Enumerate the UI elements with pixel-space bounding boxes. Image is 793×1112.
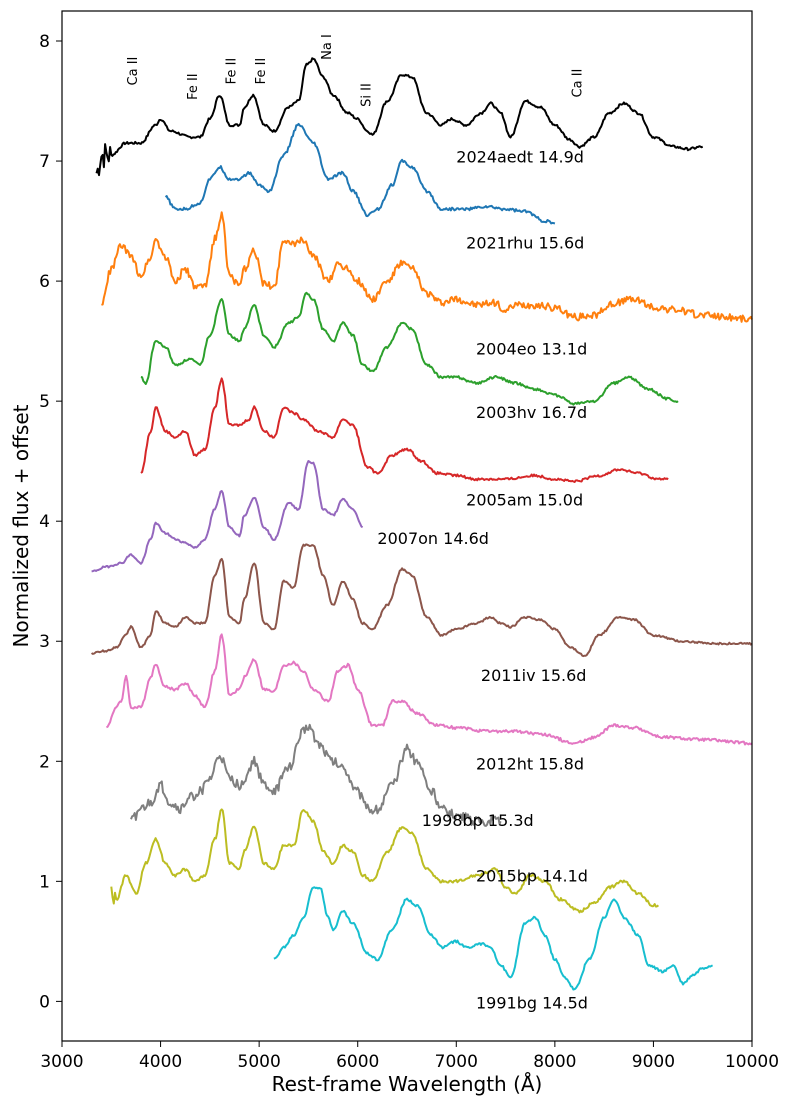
- x-tick-label: 9000: [632, 1052, 675, 1072]
- x-tick-label: 8000: [533, 1052, 576, 1072]
- series-line-2004eo: [101, 211, 753, 323]
- series-line-2007on: [91, 460, 364, 573]
- x-tick-label: 3000: [40, 1052, 83, 1072]
- line-id-label: Ca II: [570, 69, 585, 98]
- y-tick-label: 6: [39, 272, 50, 292]
- series-label-2007on: 2007on 14.6d: [377, 529, 489, 548]
- series-label-layer: 2024aedt 14.9d 2021rhu 15.6d 2004eo 13.1d 2…: [377, 147, 587, 1012]
- line-id-label: Fe II: [186, 73, 201, 100]
- x-axis-title: Rest-frame Wavelength (Å): [272, 1072, 543, 1096]
- line-id-label: Na I: [320, 34, 335, 60]
- series-line-1998bp: [130, 723, 502, 827]
- series-line-1991bg: [273, 886, 714, 991]
- series-label-2024aedt: 2024aedt 14.9d: [456, 147, 584, 166]
- plot-frame: [61, 10, 753, 1042]
- series-label-2005am: 2005am 15.0d: [466, 491, 583, 510]
- series-label-1991bg: 1991bg 14.5d: [476, 994, 588, 1013]
- y-axis-title: Normalized flux + offset: [9, 404, 33, 647]
- series-label-2021rhu: 2021rhu 15.6d: [466, 234, 584, 253]
- series-line-2011iv: [90, 543, 753, 658]
- line-id-label: Ca II: [126, 57, 141, 86]
- y-tick-label: 2: [39, 752, 50, 772]
- series-label-2003hv: 2003hv 16.7d: [476, 403, 587, 422]
- x-tick-label: 4000: [139, 1052, 182, 1072]
- series-line-2015bp: [110, 808, 660, 914]
- y-tick-label: 5: [39, 392, 50, 412]
- series-line-2024aedt: [95, 57, 704, 177]
- line-id-layer: Ca II Fe II Fe II Fe II Na I Si II Ca II: [126, 34, 586, 107]
- y-tick-label: 0: [39, 992, 50, 1012]
- series-label-1998bp: 1998bp 15.3d: [422, 811, 534, 830]
- y-tick-label: 1: [39, 872, 50, 892]
- line-id-label: Si II: [360, 83, 375, 107]
- x-tick-label: 6000: [336, 1052, 379, 1072]
- y-tick-label: 8: [39, 32, 50, 52]
- x-tick-label: 5000: [238, 1052, 281, 1072]
- series-label-2015bp: 2015bp 14.1d: [476, 866, 588, 885]
- series-label-2004eo: 2004eo 13.1d: [476, 339, 587, 358]
- series-label-2012ht: 2012ht 15.8d: [476, 755, 584, 774]
- x-tick-label: 7000: [435, 1052, 478, 1072]
- y-tick-label: 4: [39, 512, 50, 532]
- x-tick-label: 10000: [725, 1052, 779, 1072]
- x-axis: 3000 4000 5000 6000 7000 8000 9000 10000: [40, 1041, 779, 1072]
- series-line-2021rhu: [164, 122, 556, 225]
- y-tick-label: 3: [39, 632, 50, 652]
- series-line-2005am: [140, 377, 669, 483]
- y-tick-label: 7: [39, 152, 50, 172]
- series-line-2003hv: [140, 291, 679, 406]
- series-label-2011iv: 2011iv 15.6d: [481, 666, 587, 685]
- series-layer: [90, 57, 753, 991]
- series-line-2012ht: [106, 633, 753, 746]
- line-id-label: Fe II: [224, 58, 239, 85]
- line-id-label: Fe II: [254, 58, 269, 85]
- y-axis: 0 1 2 3 4 5 6 7 8: [39, 32, 62, 1012]
